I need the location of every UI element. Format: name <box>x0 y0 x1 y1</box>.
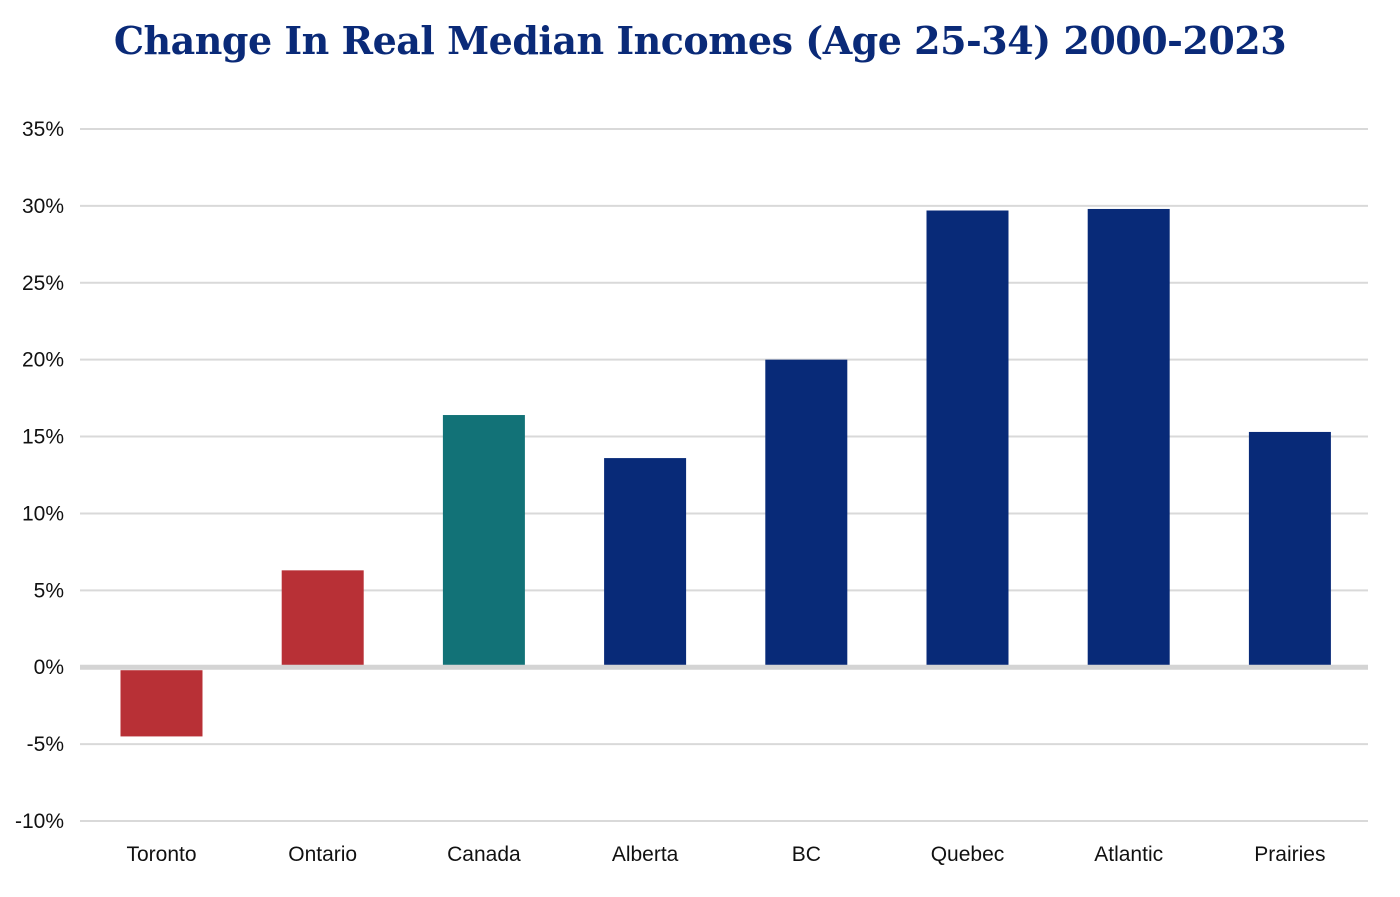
x-tick-label: BC <box>792 843 821 866</box>
bars <box>120 208 1331 737</box>
y-axis-ticks: 35% 30% 25% 20% 15% 10% 5% 0% -5% -10% <box>15 118 64 833</box>
bar-bc <box>765 359 848 666</box>
x-axis-labels: Toronto Ontario Canada Alberta BC Quebec Atlan… <box>126 843 1325 866</box>
x-tick-label: Prairies <box>1254 843 1325 866</box>
y-tick-label: 30% <box>22 195 64 218</box>
x-tick-label: Atlantic <box>1094 843 1163 866</box>
y-tick-label: -5% <box>27 733 64 756</box>
gridlines <box>80 128 1368 822</box>
x-tick-label: Ontario <box>288 843 357 866</box>
bar-canada <box>442 415 525 666</box>
bar-ontario <box>281 570 364 666</box>
y-tick-label: 15% <box>22 426 64 449</box>
bar-toronto <box>120 670 203 737</box>
x-tick-label: Canada <box>447 843 521 866</box>
x-tick-label: Alberta <box>612 843 679 866</box>
x-tick-label: Quebec <box>931 843 1005 866</box>
y-tick-label: 10% <box>22 502 64 525</box>
bar-alberta <box>604 458 687 666</box>
y-tick-label: 5% <box>34 579 64 602</box>
x-tick-label: Toronto <box>126 843 196 866</box>
bar-prairies <box>1248 431 1331 666</box>
bar-atlantic <box>1087 208 1170 666</box>
y-tick-label: 0% <box>34 656 64 679</box>
bar-quebec <box>926 210 1009 666</box>
y-tick-label: 20% <box>22 349 64 372</box>
y-tick-label: -10% <box>15 810 64 833</box>
y-tick-label: 35% <box>22 118 64 141</box>
chart-title: Change In Real Median Incomes (Age 25-34… <box>113 18 1287 63</box>
y-tick-label: 25% <box>22 272 64 295</box>
